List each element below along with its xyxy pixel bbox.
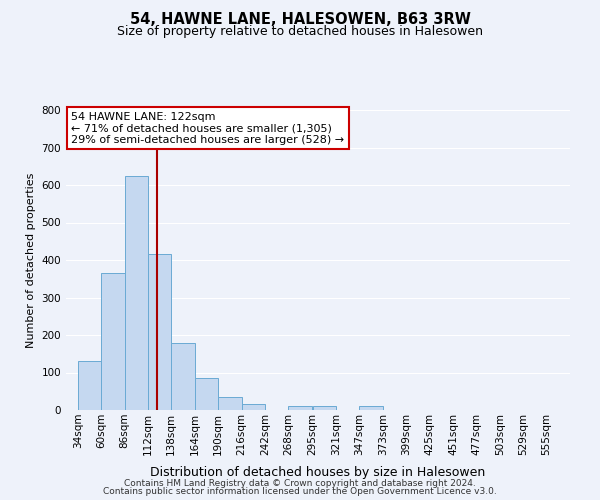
- Bar: [101, 273, 125, 410]
- Bar: [78, 361, 101, 410]
- Text: 54, HAWNE LANE, HALESOWEN, B63 3RW: 54, HAWNE LANE, HALESOWEN, B63 3RW: [130, 12, 470, 28]
- Bar: [148, 254, 172, 410]
- Bar: [218, 397, 241, 410]
- Text: 54 HAWNE LANE: 122sqm
← 71% of detached houses are smaller (1,305)
29% of semi-d: 54 HAWNE LANE: 122sqm ← 71% of detached …: [71, 112, 344, 144]
- X-axis label: Distribution of detached houses by size in Halesowen: Distribution of detached houses by size …: [151, 466, 485, 479]
- Bar: [194, 378, 218, 410]
- Text: Contains HM Land Registry data © Crown copyright and database right 2024.: Contains HM Land Registry data © Crown c…: [124, 478, 476, 488]
- Bar: [289, 406, 312, 410]
- Bar: [125, 176, 148, 410]
- Y-axis label: Number of detached properties: Number of detached properties: [26, 172, 36, 348]
- Text: Size of property relative to detached houses in Halesowen: Size of property relative to detached ho…: [117, 25, 483, 38]
- Bar: [313, 406, 336, 410]
- Bar: [241, 404, 265, 410]
- Bar: [359, 406, 383, 410]
- Bar: [172, 342, 195, 410]
- Text: Contains public sector information licensed under the Open Government Licence v3: Contains public sector information licen…: [103, 487, 497, 496]
